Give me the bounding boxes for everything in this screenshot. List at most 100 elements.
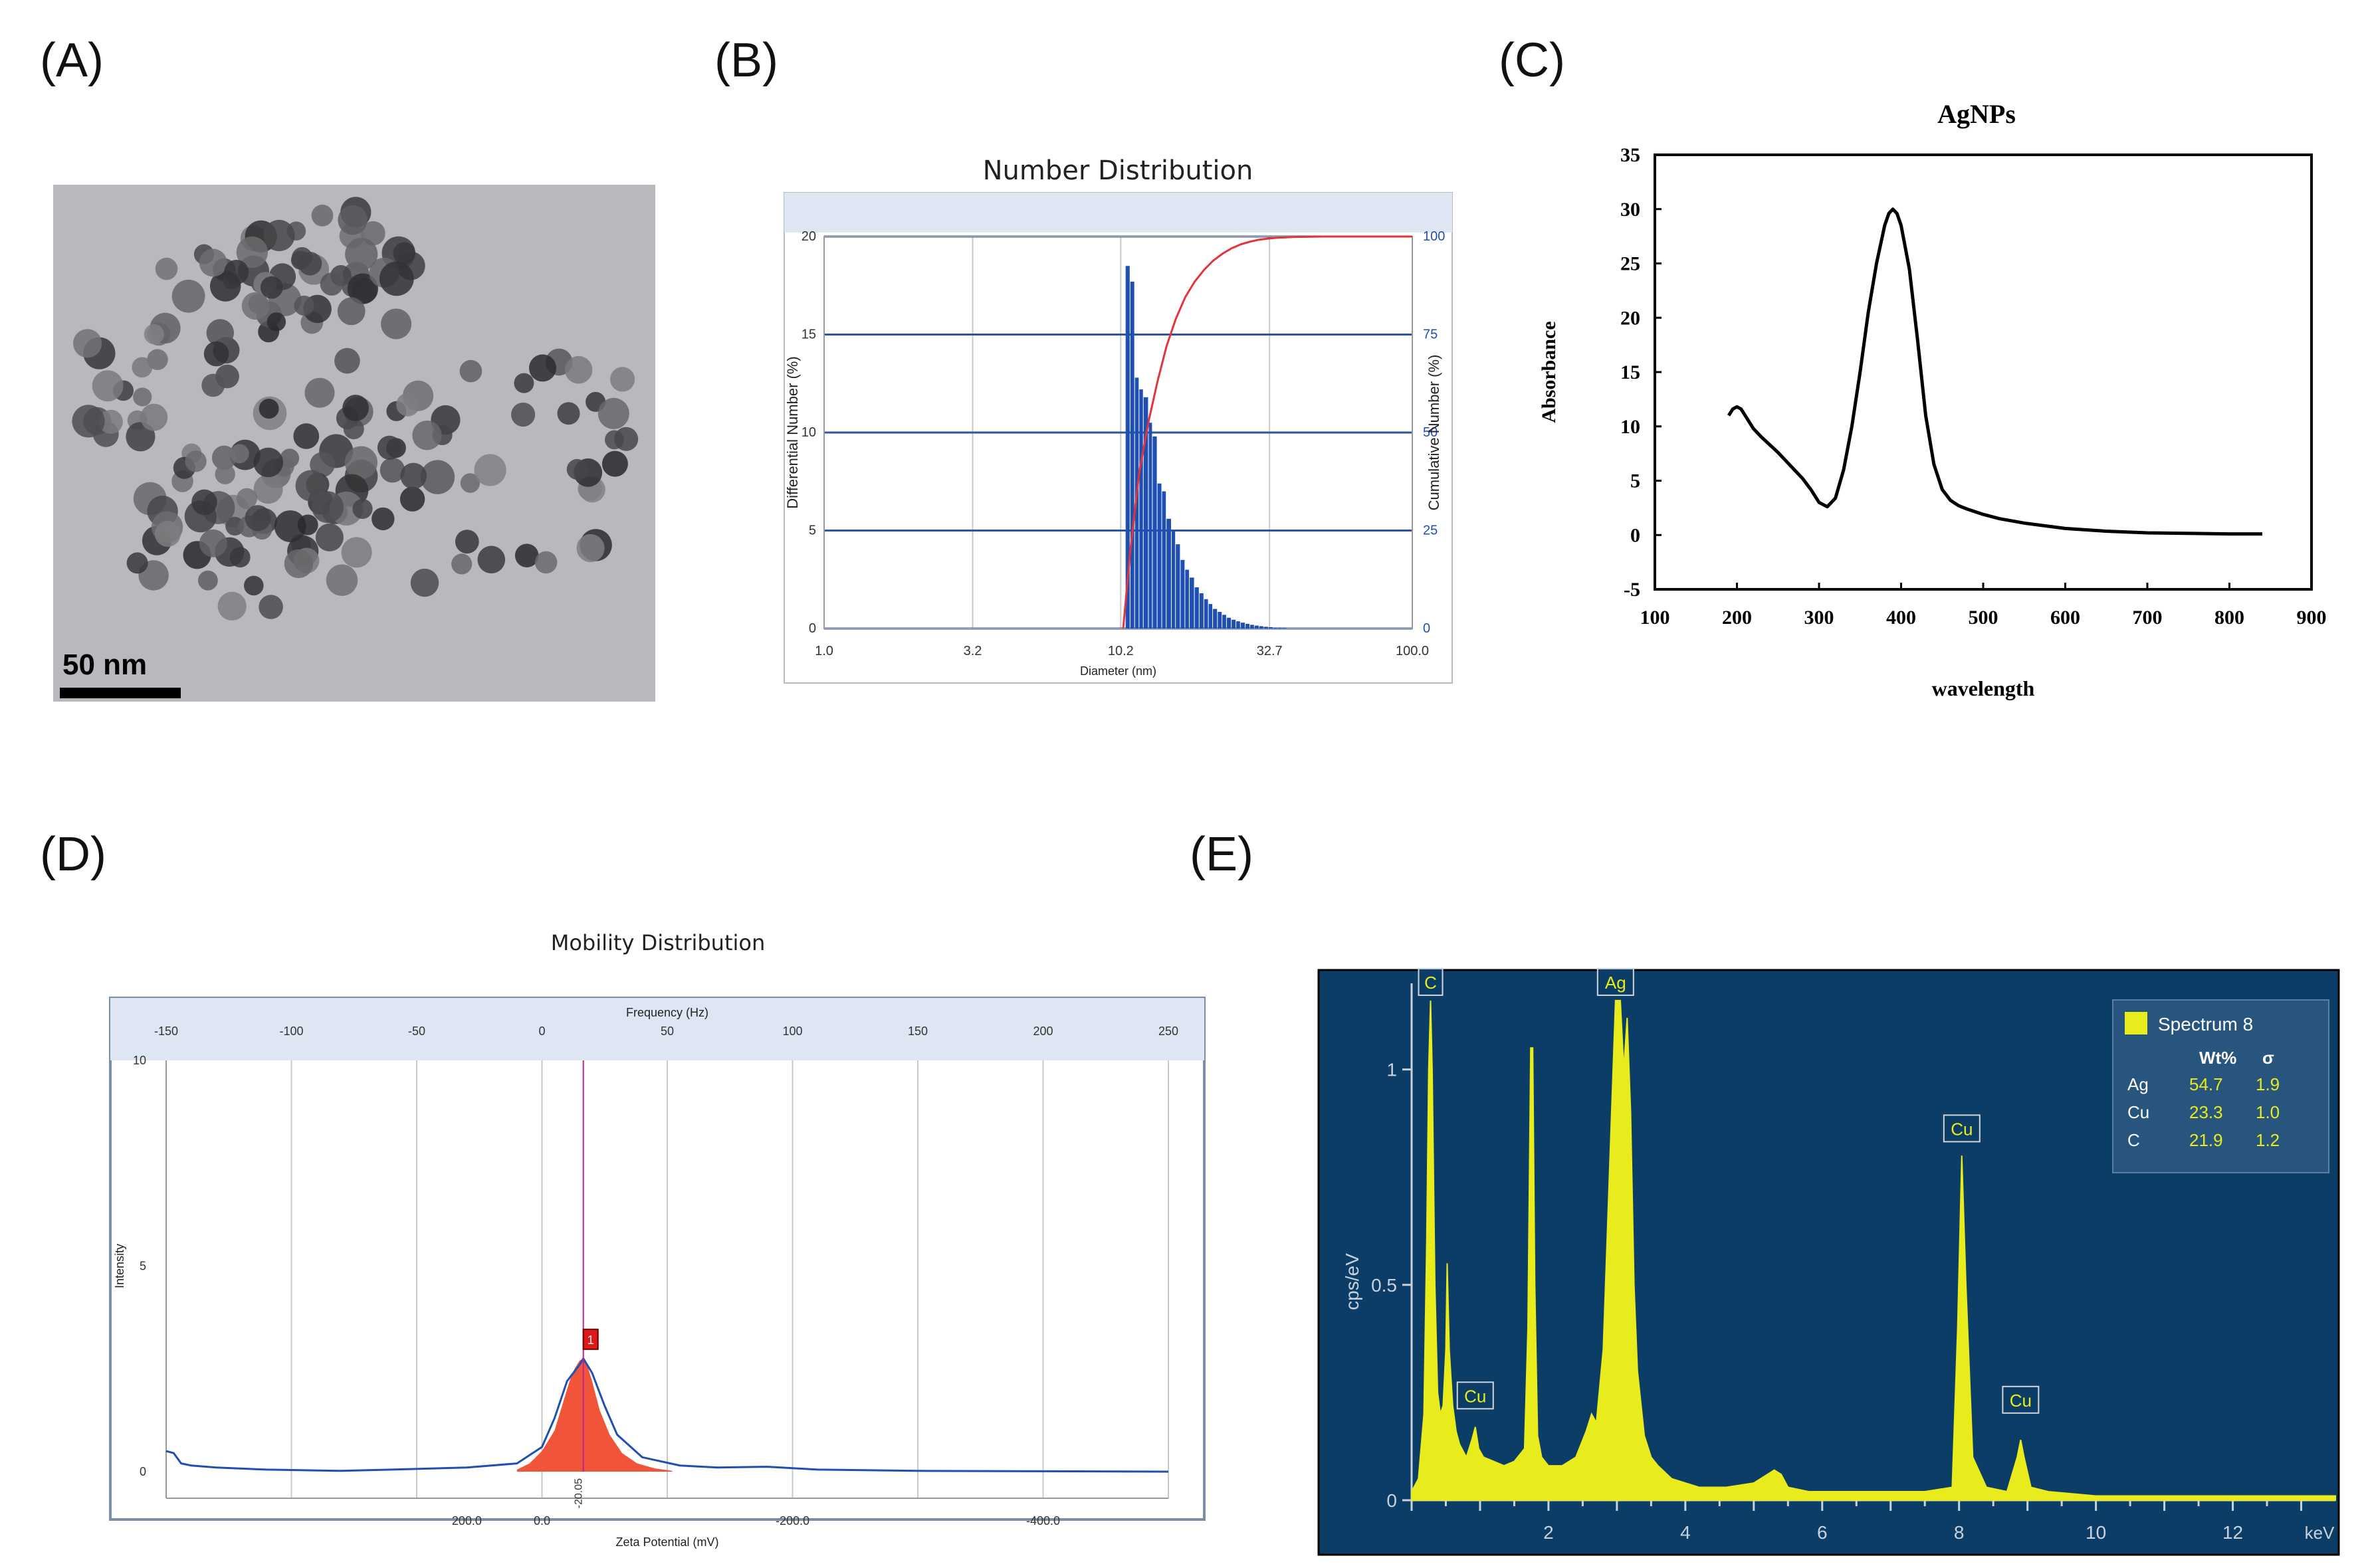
histogram-bar <box>1245 623 1250 629</box>
nanoparticle <box>393 242 415 264</box>
nanoparticle <box>345 237 378 271</box>
legend-box <box>2112 999 2329 1173</box>
peak-label: C <box>1424 973 1437 993</box>
y2-tick-label: 75 <box>1423 328 1438 342</box>
x-tick-label: 100.0 <box>1396 644 1429 658</box>
y-tick-label: 0 <box>140 1465 146 1478</box>
nanoparticle <box>334 347 360 374</box>
y-tick-label: 0 <box>1630 524 1640 546</box>
peak-label: Ag <box>1605 973 1626 993</box>
histogram-bar <box>1236 621 1240 629</box>
y-tick-label: 5 <box>809 524 816 538</box>
nanoparticle <box>185 450 207 472</box>
y-axis-label: Differential Number (%) <box>784 356 801 508</box>
chart-frame <box>109 997 1206 1521</box>
y-tick-label: 30 <box>1620 199 1640 221</box>
legend-swatch <box>2125 1012 2147 1034</box>
nanoparticle <box>455 530 479 554</box>
histogram-bar <box>1232 619 1236 629</box>
histogram-bar <box>1199 593 1204 629</box>
nanoparticle <box>198 570 218 591</box>
histogram-bar <box>1204 599 1208 629</box>
y-tick-label: 20 <box>802 229 816 244</box>
panel-label-b: (B) <box>714 34 778 87</box>
nanoparticle <box>155 257 178 280</box>
histogram-bar <box>1208 604 1213 629</box>
nanoparticle <box>217 591 247 621</box>
histogram-bar <box>1213 609 1218 629</box>
nanoparticle <box>412 421 442 450</box>
x-tick-label: 600 <box>2050 607 2080 629</box>
legend-wt-value: 54.7 <box>2189 1074 2223 1094</box>
nanoparticle <box>274 510 306 542</box>
nanoparticle <box>297 514 318 536</box>
panel-label-d: (D) <box>40 828 106 881</box>
nanoparticle <box>229 547 251 568</box>
histogram-bar <box>1180 559 1185 629</box>
nanoparticle <box>294 295 314 316</box>
nanoparticle <box>534 551 558 574</box>
peak-label: Cu <box>1951 1119 1973 1139</box>
histogram-bar <box>1148 423 1152 629</box>
nanoparticle <box>229 444 249 464</box>
y2-tick-label: 50 <box>1423 425 1438 440</box>
nanoparticle <box>610 367 635 392</box>
nanoparticle <box>400 462 427 490</box>
histogram-bar <box>1139 389 1143 629</box>
nanoparticle <box>154 520 181 547</box>
nanoparticle <box>557 402 580 425</box>
nanoparticle <box>337 297 366 326</box>
header-band <box>784 193 1452 233</box>
nanoparticle <box>144 324 164 345</box>
panel-label-a: (A) <box>40 34 104 87</box>
y-tick-label: -5 <box>1624 579 1640 601</box>
nanoparticle <box>73 329 102 358</box>
y-tick-label: 15 <box>802 328 816 342</box>
nanoparticle <box>342 395 369 421</box>
histogram-bar <box>1190 577 1194 629</box>
y-axis-label: cps/eV <box>1342 1253 1362 1310</box>
legend-header-wt: Wt% <box>2199 1048 2236 1068</box>
peak-label-box <box>1418 967 1444 996</box>
nanoparticle <box>377 435 402 460</box>
legend-element: C <box>2127 1130 2140 1150</box>
cumulative-line <box>1122 235 1412 629</box>
x-tick-label: 200 <box>1722 607 1752 629</box>
legend-sigma-value: 1.2 <box>2256 1130 2280 1150</box>
legend-element: Ag <box>2127 1074 2149 1094</box>
nanoparticle <box>253 474 283 504</box>
x-tick-label: 0.0 <box>534 1514 550 1527</box>
nanoparticle <box>236 488 257 509</box>
nanoparticle <box>379 457 405 483</box>
x-tick-label: 900 <box>2297 607 2327 629</box>
x2-tick-label: 150 <box>908 1025 928 1038</box>
legend-sigma-value: 1.0 <box>2256 1102 2280 1122</box>
nanoparticle <box>284 549 314 579</box>
x-tick-label: 10.2 <box>1108 644 1134 658</box>
peak-label-box <box>1596 967 1634 996</box>
nanoparticle <box>315 523 344 551</box>
x-tick-label: 2 <box>1543 1522 1554 1543</box>
plot-area <box>823 236 1413 629</box>
x-tick-label: 400 <box>1886 607 1916 629</box>
x2-tick-label: -150 <box>154 1025 178 1038</box>
peak-area <box>516 1358 673 1472</box>
x2-tick-label: -50 <box>408 1025 425 1038</box>
y-tick-label: 25 <box>1620 253 1640 275</box>
histogram-bar <box>1282 628 1287 629</box>
nanoparticle <box>320 272 344 296</box>
chart-title: Mobility Distribution <box>551 930 766 955</box>
y-tick-label: 20 <box>1620 307 1640 329</box>
nanoparticle <box>147 349 168 370</box>
histogram-bar <box>1152 436 1157 629</box>
nanoparticle <box>566 458 588 480</box>
nanoparticle <box>245 505 271 532</box>
panel-label-e: (E) <box>1190 828 1253 881</box>
x-tick-label: 32.7 <box>1257 644 1283 658</box>
nanoparticle <box>352 498 373 519</box>
x-tick-label: 700 <box>2133 607 2163 629</box>
histogram-bar <box>1273 627 1277 629</box>
x-tick-label: 500 <box>1969 607 1998 629</box>
x2-tick-label: 50 <box>661 1025 674 1038</box>
absorbance-line <box>1727 207 2262 536</box>
